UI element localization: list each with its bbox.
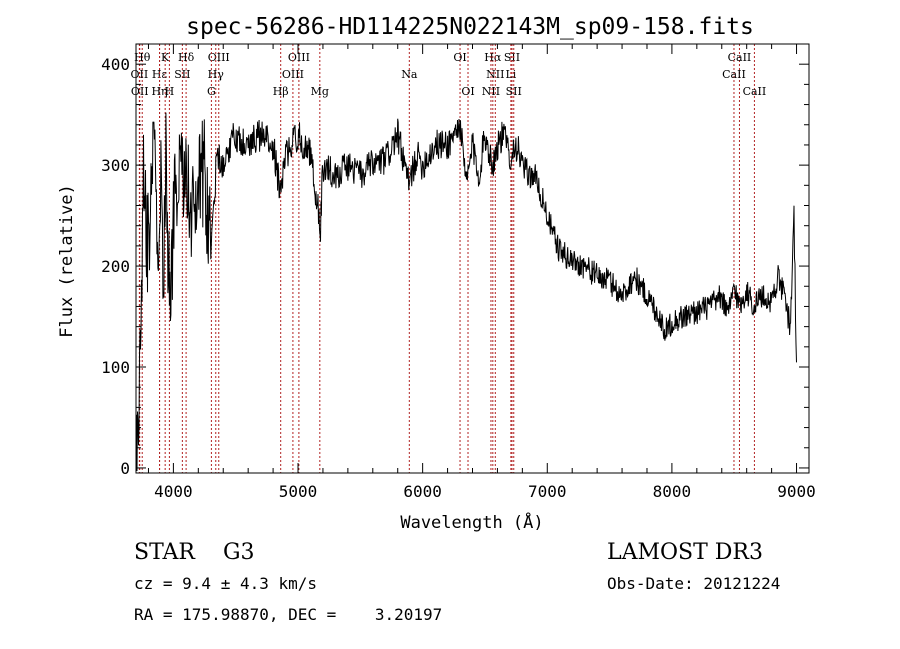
- line-marker-label: OIII: [282, 68, 304, 81]
- x-tick-label: 7000: [528, 482, 567, 501]
- line-marker-label: SII: [504, 51, 520, 64]
- line-marker-label: CaII: [728, 51, 752, 64]
- line-marker-label: Hγ: [208, 68, 225, 81]
- y-tick-label: 0: [120, 459, 130, 478]
- x-tick-label: 8000: [653, 482, 692, 501]
- x-axis-label: Wavelength (Å): [400, 511, 543, 533]
- survey-name: LAMOST DR3: [607, 540, 763, 565]
- y-tick-label: 100: [101, 358, 130, 377]
- y-axis-label: Flux (relative): [57, 184, 77, 338]
- line-marker-label: OIII: [208, 51, 230, 64]
- line-marker-label: SII: [174, 68, 190, 81]
- y-tick-label: 400: [101, 55, 130, 74]
- line-marker-label: OIII: [288, 51, 310, 64]
- line-marker-label: SII: [506, 85, 522, 98]
- x-tick-label: 9000: [777, 482, 816, 501]
- observation-date: Obs-Date: 20121224: [607, 574, 781, 593]
- line-marker-label: K: [161, 51, 170, 64]
- line-marker-label: Hη: [151, 85, 167, 98]
- axes: 4000 5000 6000 7000 8000 9000 0 100 200 300 400: [101, 43, 816, 501]
- x-tick-label: 6000: [403, 482, 442, 501]
- line-marker-label: OII: [131, 68, 149, 81]
- plot-frame: [135, 43, 810, 474]
- line-marker-label: OI: [461, 85, 474, 98]
- line-marker-label: NII: [482, 85, 500, 98]
- line-marker-label: Li: [505, 68, 516, 81]
- line-marker-label: Hθ: [134, 51, 151, 64]
- line-marker-label: NII: [486, 68, 504, 81]
- line-marker-label: Hδ: [178, 51, 195, 64]
- line-marker-label: G: [207, 85, 216, 98]
- line-marker-label: Hα: [484, 51, 502, 64]
- line-marker-label: Na: [401, 68, 418, 81]
- y-tick-label: 300: [101, 156, 130, 175]
- spectrum-layer: [135, 112, 797, 472]
- line-marker-label: Hβ: [273, 85, 289, 98]
- line-marker-label: CaII: [722, 68, 746, 81]
- x-tick-label: 4000: [154, 482, 193, 501]
- line-marker-label: OII: [131, 85, 149, 98]
- line-marker-label: OI: [453, 51, 466, 64]
- object-class: STAR G3: [134, 540, 255, 565]
- spectrum-line: [135, 112, 797, 472]
- x-tick-label: 5000: [279, 482, 318, 501]
- line-marker-label: CaII: [743, 85, 767, 98]
- ra-dec: RA = 175.98870, DEC = 3.20197: [134, 605, 443, 624]
- line-marker-label: H: [165, 85, 175, 98]
- line-marker-label: Hε: [152, 68, 168, 81]
- chart-title: spec-56286-HD114225N022143M_sp09-158.fit…: [186, 14, 754, 40]
- line-marker-label: Mg: [311, 85, 329, 98]
- redshift-cz: cz = 9.4 ± 4.3 km/s: [134, 574, 318, 593]
- line-markers: Hθ OII OII K Hε HηH SII Hδ OIII Hγ G Hβ OIII OIII Mg Na…: [131, 44, 767, 473]
- y-tick-label: 200: [101, 257, 130, 276]
